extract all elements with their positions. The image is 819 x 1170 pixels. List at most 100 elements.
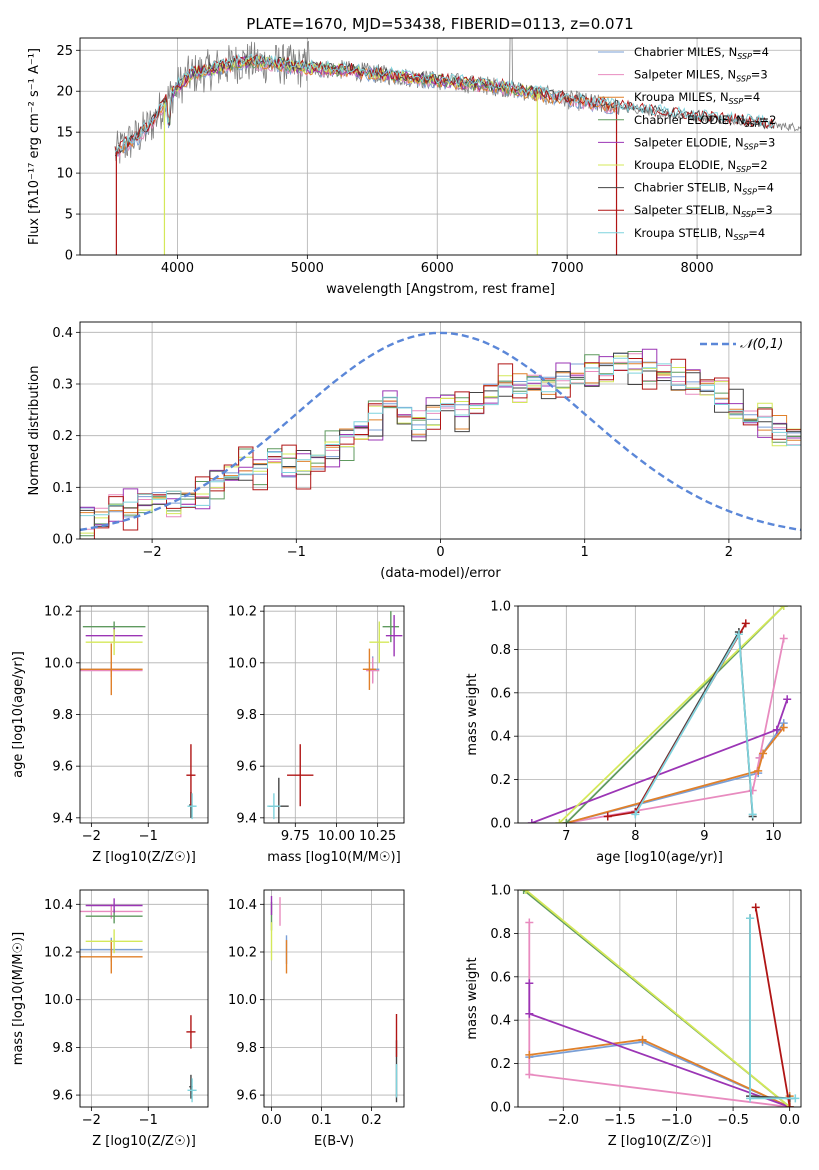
plot-area bbox=[267, 611, 403, 823]
errorbar-point bbox=[366, 657, 380, 684]
x-tick-label: 0.0 bbox=[261, 1113, 282, 1128]
legend-label: 𝒩(0,1) bbox=[740, 337, 783, 352]
mass-weight-marker bbox=[525, 979, 534, 988]
legend-label: Chabrier MILES, NSSP=4 bbox=[634, 45, 769, 61]
x-tick-label: 8000 bbox=[681, 261, 714, 276]
errorbar-point bbox=[85, 898, 143, 913]
x-tick-label: −1 bbox=[139, 1113, 158, 1128]
residual-histogram-series bbox=[80, 353, 801, 518]
x-axis-label: Z [log10(Z/Z☉)] bbox=[92, 1134, 196, 1149]
y-tick-label: 10.4 bbox=[228, 898, 257, 913]
panel-weight-vs-Z: −2.0 −1.5 −1.0 −0.5 0.0 0.0 0.2 0.4 0.6 0.8 1.0 Z [… bbox=[465, 884, 802, 1149]
legend-label: Salpeter STELIB, NSSP=3 bbox=[634, 203, 773, 219]
model-spectrum-line bbox=[114, 54, 774, 154]
x-axis-label: Z [log10(Z/Z☉)] bbox=[608, 1134, 712, 1149]
x-tick-label: −1.5 bbox=[604, 1113, 636, 1128]
y-tick-label: 0 bbox=[65, 249, 73, 264]
x-tick-label: 4000 bbox=[161, 261, 194, 276]
x-tick-label: −1.0 bbox=[661, 1113, 693, 1128]
gridlines bbox=[80, 606, 208, 823]
y-tick-label: 9.6 bbox=[236, 1089, 257, 1104]
mass-weight-marker bbox=[772, 725, 781, 734]
panel-residuals: −2 −1 0 1 2 0.0 0.1 0.2 0.3 0.4 (data-model)/error… bbox=[27, 321, 802, 581]
y-tick-label: 10.0 bbox=[44, 993, 73, 1008]
gridlines bbox=[80, 890, 208, 1107]
y-tick-label: 9.8 bbox=[52, 708, 73, 723]
mass-weight-line bbox=[754, 907, 791, 1107]
mass-weight-marker bbox=[779, 634, 788, 643]
y-tick-label: 5 bbox=[65, 208, 73, 223]
mass-weight-marker bbox=[525, 918, 534, 927]
x-tick-label: −2 bbox=[143, 545, 162, 560]
errorbar-point bbox=[385, 615, 403, 657]
errorbar-point bbox=[85, 629, 143, 656]
x-axis-label: Z [log10(Z/Z☉)] bbox=[92, 850, 196, 865]
y-tick-label: 1.0 bbox=[490, 600, 511, 615]
mass-weight-marker bbox=[783, 695, 792, 704]
errorbar-point bbox=[85, 929, 143, 954]
x-tick-label: 9 bbox=[700, 829, 708, 844]
y-tick-label: 0.6 bbox=[490, 970, 511, 985]
mass-weight-marker bbox=[603, 812, 612, 821]
legend-label: Kroupa MILES, NSSP=4 bbox=[634, 90, 760, 106]
gridlines bbox=[264, 606, 404, 823]
y-tick-label: 10.0 bbox=[44, 656, 73, 671]
mass-weight-line bbox=[634, 631, 754, 815]
y-tick-label: 0.0 bbox=[52, 533, 73, 548]
y-tick-label: 0.2 bbox=[490, 773, 511, 788]
mass-weight-marker bbox=[631, 810, 640, 819]
x-axis-label: wavelength [Angstrom, rest frame] bbox=[326, 282, 555, 297]
x-axis-label: E(B-V) bbox=[314, 1134, 354, 1149]
mass-weight-marker bbox=[741, 619, 750, 628]
errorbar-point bbox=[287, 744, 314, 807]
errorbar-point bbox=[187, 793, 197, 820]
y-axis-label: mass weight bbox=[465, 957, 480, 1039]
x-tick-label: 1 bbox=[581, 545, 589, 560]
residual-histogram-series bbox=[80, 348, 801, 526]
plot-area bbox=[527, 606, 792, 823]
mass-weight-line bbox=[525, 890, 791, 1107]
panel-weight-vs-age: 7 8 9 10 0.0 0.2 0.4 0.6 0.8 1.0 age [log10(age/yr… bbox=[465, 600, 802, 865]
errorbar-point bbox=[186, 744, 196, 807]
y-tick-label: 0.8 bbox=[490, 643, 511, 658]
y-tick-label: 9.6 bbox=[52, 760, 73, 775]
legend-label: Kroupa STELIB, NSSP=4 bbox=[634, 226, 765, 242]
mass-weight-marker bbox=[519, 890, 528, 894]
y-axis-label: mass weight bbox=[465, 673, 480, 755]
errorbar-point bbox=[187, 1078, 197, 1103]
mass-weight-marker bbox=[525, 1070, 534, 1079]
mass-weight-line bbox=[566, 726, 785, 823]
legend-label: Chabrier STELIB, NSSP=4 bbox=[634, 181, 774, 197]
panel-age-vs-Z: −2 −1 9.4 9.6 9.8 10.0 10.2 Z [log10(Z/Z☉)] age … bbox=[11, 605, 209, 865]
x-tick-label: 8 bbox=[631, 829, 639, 844]
x-tick-label: 0.1 bbox=[311, 1113, 332, 1128]
errorbar-point bbox=[382, 611, 400, 643]
y-tick-label: 0.1 bbox=[52, 481, 73, 496]
mass-weight-marker bbox=[746, 914, 755, 923]
x-tick-label: −1 bbox=[139, 829, 158, 844]
mass-weight-marker bbox=[791, 1094, 800, 1103]
axes-frame bbox=[79, 321, 802, 540]
y-tick-label: 10.2 bbox=[44, 605, 73, 620]
panel-layer: 4000 5000 6000 7000 80000510152025wavelength… bbox=[11, 37, 802, 1149]
y-tick-label: 0.0 bbox=[490, 817, 511, 832]
x-axis-label: age [log10(age/yr)] bbox=[596, 850, 723, 865]
legend: Chabrier MILES, NSSP=4 Salpeter MILES, NS… bbox=[598, 45, 776, 242]
y-tick-label: 25 bbox=[56, 44, 73, 59]
axes-frame bbox=[263, 605, 405, 824]
y-tick-label: 9.6 bbox=[236, 760, 257, 775]
mass-weight-marker bbox=[525, 1050, 534, 1059]
residual-histogram-series bbox=[80, 357, 801, 517]
axes-frame bbox=[517, 605, 802, 824]
y-tick-label: 0.6 bbox=[490, 686, 511, 701]
x-tick-label: 9.75 bbox=[281, 829, 310, 844]
x-tick-label: −2 bbox=[82, 829, 101, 844]
mass-weight-marker bbox=[521, 890, 530, 894]
y-tick-label: 20 bbox=[56, 85, 73, 100]
y-axis-label: age [log10(age/yr)] bbox=[11, 651, 26, 778]
figure-title: PLATE=1670, MJD=53438, FIBERID=0113, z=0… bbox=[246, 15, 633, 33]
panel-age-vs-mass: 9.75 10.00 10.25 9.4 9.6 9.8 10.0 10.2 mass [log… bbox=[228, 605, 405, 865]
residual-histogram-series bbox=[80, 351, 801, 537]
y-tick-label: 0.8 bbox=[490, 927, 511, 942]
